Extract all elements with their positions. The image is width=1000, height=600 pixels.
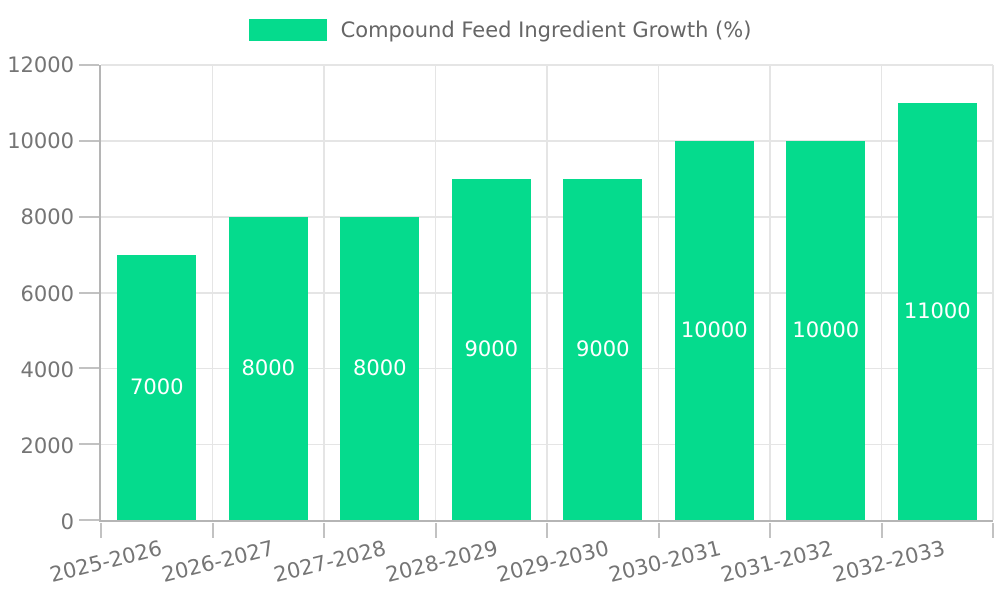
- bar-value-label: 11000: [903, 299, 971, 324]
- y-tick-mark: [79, 291, 99, 294]
- bar-2032-2033: 11000: [897, 102, 977, 520]
- x-tick-mark: [211, 522, 214, 538]
- y-tick-mark: [79, 519, 99, 521]
- bar-value-label: 7000: [130, 375, 184, 400]
- x-tick-mark: [992, 522, 994, 538]
- legend-swatch: [248, 19, 327, 41]
- y-tick-label: 4000: [20, 357, 74, 382]
- bar-value-label: 9000: [576, 337, 630, 362]
- plot-area: 7000 8000 8000 9000 9000 10000 10000 11000: [79, 64, 994, 538]
- y-tick-mark: [79, 443, 99, 446]
- bar-2025-2026: 7000: [117, 254, 197, 520]
- bar-value-label: 10000: [792, 318, 860, 343]
- bar-2031-2032: 10000: [786, 140, 866, 520]
- gridline-vertical: [434, 65, 437, 520]
- bar-value-label: 10000: [680, 318, 748, 343]
- y-tick-mark: [79, 64, 99, 66]
- legend-label: Compound Feed Ingredient Growth (%): [340, 18, 752, 42]
- gridline-vertical: [769, 65, 771, 520]
- x-tick-label: 2025-2026: [47, 536, 165, 587]
- x-axis: 2025-2026 2026-2027 2027-2028 2028-2029 2029…: [48, 522, 993, 600]
- y-tick-label: 12000: [7, 53, 74, 77]
- bar-2026-2027: 8000: [228, 216, 308, 520]
- x-tick-label: 2028-2029: [383, 536, 500, 587]
- x-tick-mark: [880, 522, 883, 538]
- y-tick-label: 10000: [7, 129, 74, 154]
- y-tick-mark: [79, 139, 99, 142]
- x-tick-mark: [434, 522, 437, 538]
- bar-2028-2029: 9000: [451, 178, 531, 520]
- x-tick-label: 2027-2028: [271, 536, 389, 587]
- bar-2030-2031: 10000: [674, 140, 754, 520]
- y-tick-label: 2000: [20, 433, 74, 458]
- x-tick-mark: [769, 522, 771, 538]
- x-tick-label: 2029-2030: [494, 536, 612, 587]
- gridline-vertical: [323, 65, 325, 520]
- y-tick-mark: [79, 367, 99, 370]
- gridline-vertical: [546, 65, 548, 520]
- x-tick-label: 2032-2033: [830, 536, 947, 587]
- x-tick-mark: [546, 522, 548, 538]
- y-tick-mark: [79, 215, 99, 218]
- bar-2027-2028: 8000: [340, 216, 420, 520]
- x-tick-mark: [657, 522, 660, 538]
- bar-value-label: 9000: [464, 337, 518, 362]
- gridline-vertical: [211, 65, 214, 520]
- bar-2029-2030: 9000: [563, 178, 643, 520]
- x-tick-label: 2026-2027: [159, 536, 277, 587]
- x-tick-label: 2031-2032: [718, 536, 836, 587]
- gridline-vertical: [880, 65, 883, 520]
- bar-value-label: 8000: [241, 356, 295, 381]
- gridline-vertical: [657, 65, 660, 520]
- bar-value-label: 8000: [353, 356, 407, 381]
- x-tick-mark: [100, 522, 102, 538]
- y-tick-label: 0: [60, 510, 74, 534]
- y-axis: 0 2000 4000 6000 8000 10000 12000: [0, 53, 74, 534]
- x-tick-mark: [323, 522, 325, 538]
- y-tick-label: 6000: [20, 281, 74, 306]
- y-tick-label: 8000: [20, 205, 74, 230]
- x-tick-label: 2030-2031: [606, 536, 724, 587]
- chart-legend: Compound Feed Ingredient Growth (%): [0, 18, 1000, 42]
- gridline-vertical: [992, 65, 994, 520]
